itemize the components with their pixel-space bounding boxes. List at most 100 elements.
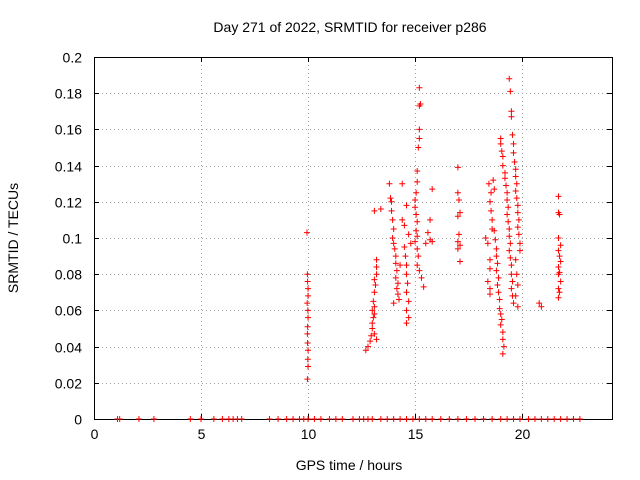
data-point: [393, 267, 400, 274]
data-point: [305, 347, 312, 354]
data-point: [304, 339, 311, 346]
data-point: [371, 289, 378, 296]
data-point: [403, 262, 410, 269]
data-point: [384, 416, 391, 422]
data-point: [505, 204, 512, 211]
data-point: [514, 303, 521, 310]
data-point: [497, 140, 504, 147]
data-point: [480, 416, 487, 422]
data-point: [392, 260, 399, 267]
data-point: [409, 416, 416, 422]
data-point: [499, 153, 506, 160]
data-point: [504, 416, 511, 422]
data-point: [392, 274, 399, 281]
data-point: [415, 253, 422, 260]
data-point: [493, 253, 500, 260]
data-point: [513, 180, 520, 187]
y-tick-label: 0.06: [55, 303, 82, 319]
data-point: [370, 314, 377, 321]
data-point: [492, 236, 499, 243]
data-point: [399, 216, 406, 223]
data-point: [404, 280, 411, 287]
data-point: [350, 416, 356, 422]
data-point: [116, 416, 123, 422]
data-point: [414, 218, 421, 225]
data-point: [390, 300, 397, 307]
data-point: [557, 258, 564, 265]
data-point: [304, 330, 311, 337]
data-point: [401, 244, 408, 251]
data-point: [416, 267, 423, 274]
data-point: [544, 416, 551, 422]
data-point: [390, 225, 397, 232]
data-point: [388, 198, 395, 205]
data-point: [394, 291, 401, 298]
y-tick-label: 0.14: [55, 159, 82, 175]
data-point: [463, 416, 470, 422]
data-point: [304, 376, 311, 383]
data-point: [304, 271, 311, 278]
data-point: [491, 227, 498, 234]
data-point: [283, 416, 290, 422]
data-point: [508, 271, 515, 278]
data-point: [422, 240, 429, 247]
data-point: [373, 256, 380, 263]
data-point: [371, 207, 378, 214]
data-point: [555, 193, 562, 200]
data-point: [372, 282, 379, 289]
data-point: [555, 294, 562, 301]
data-point: [388, 207, 395, 214]
data-point: [304, 300, 311, 307]
data-point: [494, 260, 501, 267]
data-point: [369, 320, 376, 327]
data-point: [555, 285, 562, 292]
tick-labels: 0 5 10 15 20 0 0.02 0.04 0.06 0.08 0.1 0.12 0.14 0.16…: [55, 50, 531, 443]
data-point: [390, 416, 397, 422]
data-point: [454, 416, 461, 422]
chart-title: Day 271 of 2022, SRMTID for receiver p28…: [213, 19, 486, 35]
data-point: [305, 314, 312, 321]
data-point: [391, 245, 398, 252]
data-point: [484, 240, 491, 247]
data-point: [393, 285, 400, 292]
x-axis-label: GPS time / hours: [296, 457, 403, 473]
data-point: [557, 416, 564, 422]
data-point: [504, 211, 511, 218]
data-point: [305, 416, 312, 422]
data-point: [304, 323, 311, 330]
data-point: [503, 182, 510, 189]
data-point: [420, 283, 427, 290]
data-point: [370, 298, 377, 305]
data-point: [513, 271, 520, 278]
data-point: [429, 238, 436, 245]
data-point: [367, 338, 374, 345]
data-point: [407, 240, 414, 247]
data-point: [515, 216, 522, 223]
data-point: [369, 325, 376, 332]
y-tick-label: 0.1: [63, 231, 83, 247]
data-point: [493, 267, 500, 274]
data-point: [507, 240, 514, 247]
data-point: [219, 416, 226, 422]
data-point: [397, 416, 404, 422]
data-point: [454, 238, 461, 245]
data-point: [413, 189, 420, 196]
data-point: [304, 356, 311, 363]
data-point: [429, 186, 436, 193]
data-point: [512, 187, 519, 194]
data-point: [507, 88, 514, 95]
data-point: [506, 225, 513, 232]
y-tick-label: 0: [74, 412, 82, 428]
data-point: [413, 211, 420, 218]
data-point: [150, 416, 157, 422]
data-point: [414, 233, 421, 240]
data-point: [515, 231, 522, 238]
data-point: [493, 245, 500, 252]
data-point: [557, 278, 564, 285]
data-point: [485, 180, 492, 187]
data-point: [500, 343, 507, 350]
data-point: [513, 195, 520, 202]
data-point: [457, 209, 464, 216]
data-point: [362, 347, 369, 354]
data-point: [403, 416, 410, 422]
